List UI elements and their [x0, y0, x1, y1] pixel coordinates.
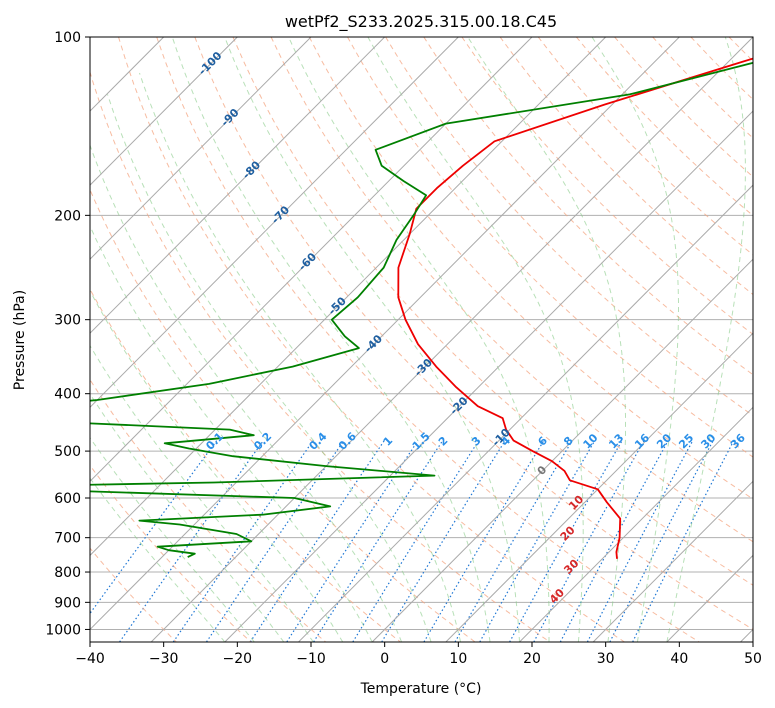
moist-adiabat-line [107, 94, 432, 642]
y-tick-label: 600 [54, 491, 81, 507]
mixing-ratio-line [172, 440, 314, 642]
moist-adiabat-line [591, 37, 679, 642]
dry-adiabat-line [232, 37, 753, 586]
x-tick-label: 20 [523, 651, 541, 667]
mixing-ratio-layer [90, 440, 735, 642]
moist-adiabat-line [90, 289, 344, 642]
mixing-ratio-line [423, 440, 545, 642]
chart-title: wetPf2_S233.2025.315.00.18.C45 [285, 12, 557, 32]
moist-adiabat-line [90, 393, 285, 642]
isotherm-line [90, 37, 533, 483]
y-axis-title: Pressure (hPa) [12, 290, 28, 390]
plot-area [90, 37, 753, 642]
series-layer [90, 57, 753, 559]
dry-adiabat-line [194, 37, 753, 630]
moist-adiabat-line [139, 72, 462, 642]
isotherm-line [592, 480, 753, 642]
mixing-ratio-line [509, 440, 623, 642]
isotherm-line [90, 37, 238, 186]
moist-adiabat-line [367, 37, 584, 642]
moist-adiabat-line [467, 37, 626, 642]
isotherm-layer [90, 37, 753, 642]
dry-adiabat-line [347, 37, 753, 458]
axis-layer: −40 −30 −20 −10 0 10 20 30 40 50 100 200 300 400 500 60… [45, 30, 762, 667]
mixing-ratio-line [313, 440, 444, 642]
x-tick-label: 40 [670, 651, 688, 667]
x-tick-label: 0 [380, 651, 389, 667]
y-tick-label: 800 [54, 565, 81, 581]
isotherm-line [90, 37, 312, 260]
mixing-ratio-line [205, 440, 345, 642]
mixing-ratio-line [479, 440, 596, 642]
mixing-ratio-line [90, 440, 218, 615]
y-tick-label: 700 [54, 531, 81, 547]
isotherm-line [224, 110, 753, 642]
dewpoint-profile-line [90, 61, 753, 558]
y-tick-label: 1000 [45, 622, 81, 638]
moist-adiabat-line [90, 477, 226, 642]
y-tick-label: 200 [54, 208, 81, 224]
isotherm-line [519, 406, 753, 642]
moist-adiabat-line [90, 224, 373, 642]
dry-adiabat-line [90, 378, 327, 642]
dry-adiabat-line [90, 188, 476, 642]
moist-adiabat-line [288, 37, 550, 642]
x-tick-label: −10 [296, 651, 326, 667]
moist-adiabat-line [90, 143, 403, 642]
moist-adiabat-line [90, 344, 314, 642]
isotherm-line [298, 184, 753, 642]
mixing-ratio-line [632, 440, 735, 642]
temperature-profile-line [397, 57, 753, 559]
isotherm-line [90, 37, 386, 334]
moist-adiabat-line [90, 436, 255, 642]
isotherm-line [90, 37, 459, 408]
dry-adiabat-line [90, 464, 252, 642]
dry-adiabat-line [423, 37, 753, 376]
x-tick-label: −20 [223, 651, 253, 667]
dry-adiabat-line [385, 37, 753, 417]
dry-adiabat-line [118, 37, 625, 642]
mixing-ratio-line [286, 440, 419, 642]
x-tick-label: −30 [149, 651, 179, 667]
y-tick-label: 100 [54, 30, 81, 46]
y-tick-label: 900 [54, 595, 81, 611]
moist-adiabat-line [171, 37, 491, 642]
x-tick-label: 30 [597, 651, 615, 667]
y-tick-label: 400 [54, 387, 81, 403]
y-tick-label: 300 [54, 313, 81, 329]
moist-adiabat-layer [90, 37, 746, 642]
isotherm-line [90, 37, 680, 631]
x-axis-title: Temperature (°C) [360, 681, 482, 697]
mixing-ratio-line [249, 440, 385, 642]
isotherm-line [371, 258, 753, 642]
moist-adiabat-line [224, 37, 520, 642]
x-tick-label: 50 [744, 651, 762, 667]
isotherm-line [445, 332, 753, 642]
mixing-ratio-line [533, 440, 645, 642]
x-tick-label: −40 [75, 651, 105, 667]
dry-adiabat-line [767, 37, 775, 642]
plot-frame [89, 36, 754, 643]
x-tick-label: 10 [449, 651, 467, 667]
dry-adiabat-line [90, 70, 551, 642]
mixing-ratio-line [352, 440, 480, 642]
mixing-ratio-line [454, 440, 573, 642]
y-tick-label: 500 [54, 444, 81, 460]
